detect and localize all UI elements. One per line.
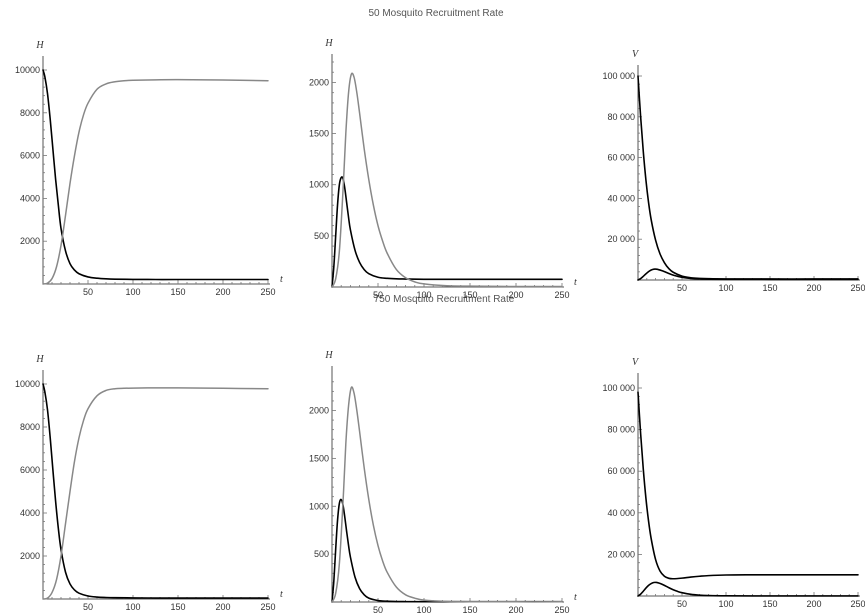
x-tick-label: 50 (83, 602, 93, 612)
y-tick-label: 1000 (309, 180, 329, 190)
y-tick-label: 8000 (20, 422, 40, 432)
y-tick-label: 80 000 (607, 425, 635, 435)
x-tick-label: 50 (677, 599, 687, 609)
x-tick-label: 100 (125, 602, 140, 612)
chart-panel-3: 50 100 150 200 250 20 000 40 000 60 000 80 000 10… (602, 49, 865, 293)
x-axis-label: t (574, 277, 577, 288)
x-axis-label: t (280, 589, 283, 600)
y-tick-label: 2000 (309, 406, 329, 416)
y-tick-label: 2000 (20, 236, 40, 246)
x-tick-label: 150 (170, 602, 185, 612)
chart-panel-1: 50 100 150 200 250 2000 4000 6000 8000 10000 t H (15, 40, 283, 297)
y-tick-label: 100 000 (602, 383, 635, 393)
series-line-2 (331, 386, 563, 603)
x-tick-label: 150 (762, 283, 777, 293)
y-tick-label: 8000 (20, 108, 40, 118)
y-tick-label: 500 (314, 231, 329, 241)
x-tick-label: 100 (718, 283, 733, 293)
x-tick-label: 250 (554, 605, 569, 613)
x-axis-label: t (280, 274, 283, 285)
bottom-row-title: 750 Mosquito Recruitment Rate (374, 294, 515, 305)
series-line-2 (42, 78, 269, 285)
series-line-1 (42, 383, 269, 599)
x-tick-label: 200 (508, 290, 523, 300)
chart-panel-2: 50 100 150 200 250 500 1000 1500 2000 t H (309, 38, 577, 300)
y-tick-label: 1500 (309, 129, 329, 139)
x-tick-label: 200 (215, 287, 230, 297)
x-tick-label: 50 (677, 283, 687, 293)
series-line-2 (637, 268, 859, 281)
x-tick-label: 100 (125, 287, 140, 297)
y-tick-label: 6000 (20, 465, 40, 475)
y-axis-label: H (35, 354, 44, 365)
series-line-2 (331, 72, 563, 288)
x-tick-label: 100 (718, 599, 733, 609)
x-tick-label: 50 (83, 287, 93, 297)
chart-panel-5: 50 100 150 200 250 500 1000 1500 2000 t H (309, 350, 577, 613)
series-line-2 (42, 387, 269, 600)
y-tick-label: 4000 (20, 508, 40, 518)
series-line-1 (42, 69, 269, 281)
x-axis-label: t (574, 592, 577, 603)
x-tick-label: 50 (373, 290, 383, 300)
x-tick-label: 50 (373, 605, 383, 613)
y-tick-label: 60 000 (607, 153, 635, 163)
x-tick-label: 250 (850, 283, 865, 293)
y-axis-label: V (632, 49, 640, 60)
y-axis-label: H (35, 40, 44, 51)
y-tick-label: 2000 (20, 551, 40, 561)
chart-panel-6: 50 100 150 200 250 20 000 40 000 60 000 80 000 10… (602, 357, 865, 609)
x-tick-label: 250 (554, 290, 569, 300)
x-tick-label: 200 (215, 602, 230, 612)
y-axis-label: V (632, 357, 640, 368)
y-axis-label: H (324, 350, 333, 361)
y-tick-label: 4000 (20, 193, 40, 203)
x-tick-label: 150 (462, 605, 477, 613)
y-tick-label: 100 000 (602, 71, 635, 81)
x-tick-label: 250 (850, 599, 865, 609)
series-line-1 (331, 498, 563, 603)
y-tick-label: 6000 (20, 151, 40, 161)
y-tick-label: 10000 (15, 65, 40, 75)
x-tick-label: 100 (416, 290, 431, 300)
y-axis-label: H (324, 38, 333, 49)
chart-panel-4: 50 100 150 200 250 2000 4000 6000 8000 10000 t H (15, 354, 283, 612)
y-tick-label: 20 000 (607, 549, 635, 559)
y-tick-label: 20 000 (607, 234, 635, 244)
y-tick-label: 60 000 (607, 466, 635, 476)
x-tick-label: 250 (260, 287, 275, 297)
x-tick-label: 150 (762, 599, 777, 609)
y-tick-label: 1500 (309, 453, 329, 463)
y-tick-label: 40 000 (607, 508, 635, 518)
x-tick-label: 150 (170, 287, 185, 297)
y-tick-label: 500 (314, 549, 329, 559)
y-tick-label: 10000 (15, 379, 40, 389)
series-line-1 (331, 176, 563, 288)
x-tick-label: 200 (508, 605, 523, 613)
series-line-1 (637, 75, 859, 280)
series-line-1 (637, 391, 859, 580)
x-tick-label: 100 (416, 605, 431, 613)
series-line-2 (637, 581, 859, 597)
y-tick-label: 40 000 (607, 193, 635, 203)
x-tick-label: 200 (806, 599, 821, 609)
x-tick-label: 150 (462, 290, 477, 300)
y-tick-label: 80 000 (607, 112, 635, 122)
x-tick-label: 250 (260, 602, 275, 612)
top-row-title: 50 Mosquito Recruitment Rate (368, 8, 504, 19)
y-tick-label: 1000 (309, 501, 329, 511)
plot-grid: 50 100 150 200 250 2000 4000 6000 8000 10000 t H 50 1… (15, 38, 865, 613)
y-tick-label: 2000 (309, 77, 329, 87)
x-tick-label: 200 (806, 283, 821, 293)
